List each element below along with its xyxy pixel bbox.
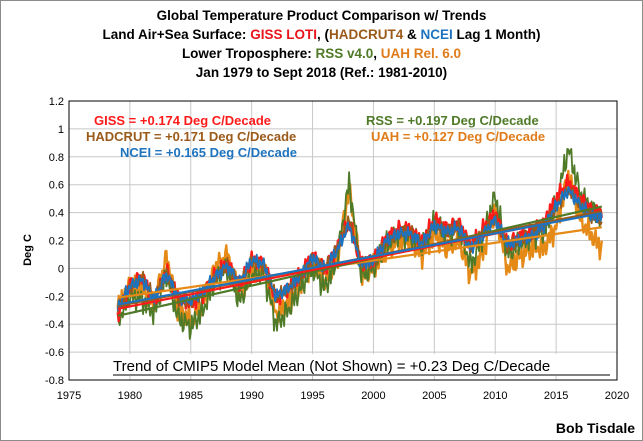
y-tick-label: -0.6 [45,347,64,359]
annotation-giss-trend: GISS = +0.174 Deg C/Decade [94,113,271,128]
chart-title-line-4: Jan 1979 to Sept 2018 (Ref.: 1981-2010) [195,65,448,80]
x-tick-label: 1990 [239,390,263,402]
author-signature: Bob Tisdale [555,420,635,436]
chart-trends [117,205,603,317]
x-tick-label: 1985 [179,390,203,402]
y-axis-label: Deg C [22,234,34,266]
chart-title-line-1: Global Temperature Product Comparison w/… [156,8,487,23]
plot-area-border [68,100,618,381]
chart-title-line-2: Land Air+Sea Surface: GISS LOTI, (HADCRU… [102,27,541,42]
title-rss: RSS v4.0 [315,46,374,61]
x-tick-label: 2010 [483,390,507,402]
y-tick-label: 0.4 [49,208,64,220]
y-tick-label: 0.6 [49,180,64,192]
x-tick-label: 2005 [422,390,446,402]
x-tick-label: 1995 [300,390,324,402]
title-giss: GISS LOTI [250,27,317,42]
x-tick-label: 1980 [118,390,142,402]
x-tick-label: 2015 [544,390,568,402]
chart-axes: -0.8 -0.6 -0.4 -0.2 0 0.2 0.4 0.6 0.8 1 1.2 1975 198… [45,96,629,402]
y-tick-label: 1 [58,124,64,136]
annotation-rss-trend: RSS = +0.197 Deg C/Decade [366,113,539,128]
annotation-hadcrut-trend: HADCRUT = +0.171 Deg C/Decade [86,129,296,144]
y-tick-label: -0.2 [45,291,64,303]
trend-line-ncei [117,212,602,306]
annotation-ncei-trend: NCEI = +0.165 Deg C/Decade [120,145,297,160]
annotation-cmip5-trend: Trend of CMIP5 Model Mean (Not Shown) = … [113,358,550,375]
title-uah: UAH Rel. 6.0 [380,46,462,61]
chart-title-line-3: Lower Troposphere: RSS v4.0, UAH Rel. 6.… [181,46,462,61]
annotation-uah-trend: UAH = +0.127 Deg C/Decade [371,129,545,144]
x-tick-label: 2000 [361,390,385,402]
y-tick-label: 0.2 [49,236,64,248]
y-tick-label: 0 [58,263,64,275]
title-hadcrut: HADCRUT4 [328,27,404,42]
y-tick-label: -0.8 [45,375,64,387]
x-tick-label: 1975 [57,390,81,402]
y-tick-label: 0.8 [49,152,64,164]
trend-line-uah [117,226,602,299]
cmip5-note-background [108,354,614,376]
x-tick-label: 2020 [605,390,629,402]
y-tick-label: 1.2 [49,96,64,108]
title-ncei: NCEI [420,27,453,42]
y-tick-label: -0.4 [45,319,64,331]
